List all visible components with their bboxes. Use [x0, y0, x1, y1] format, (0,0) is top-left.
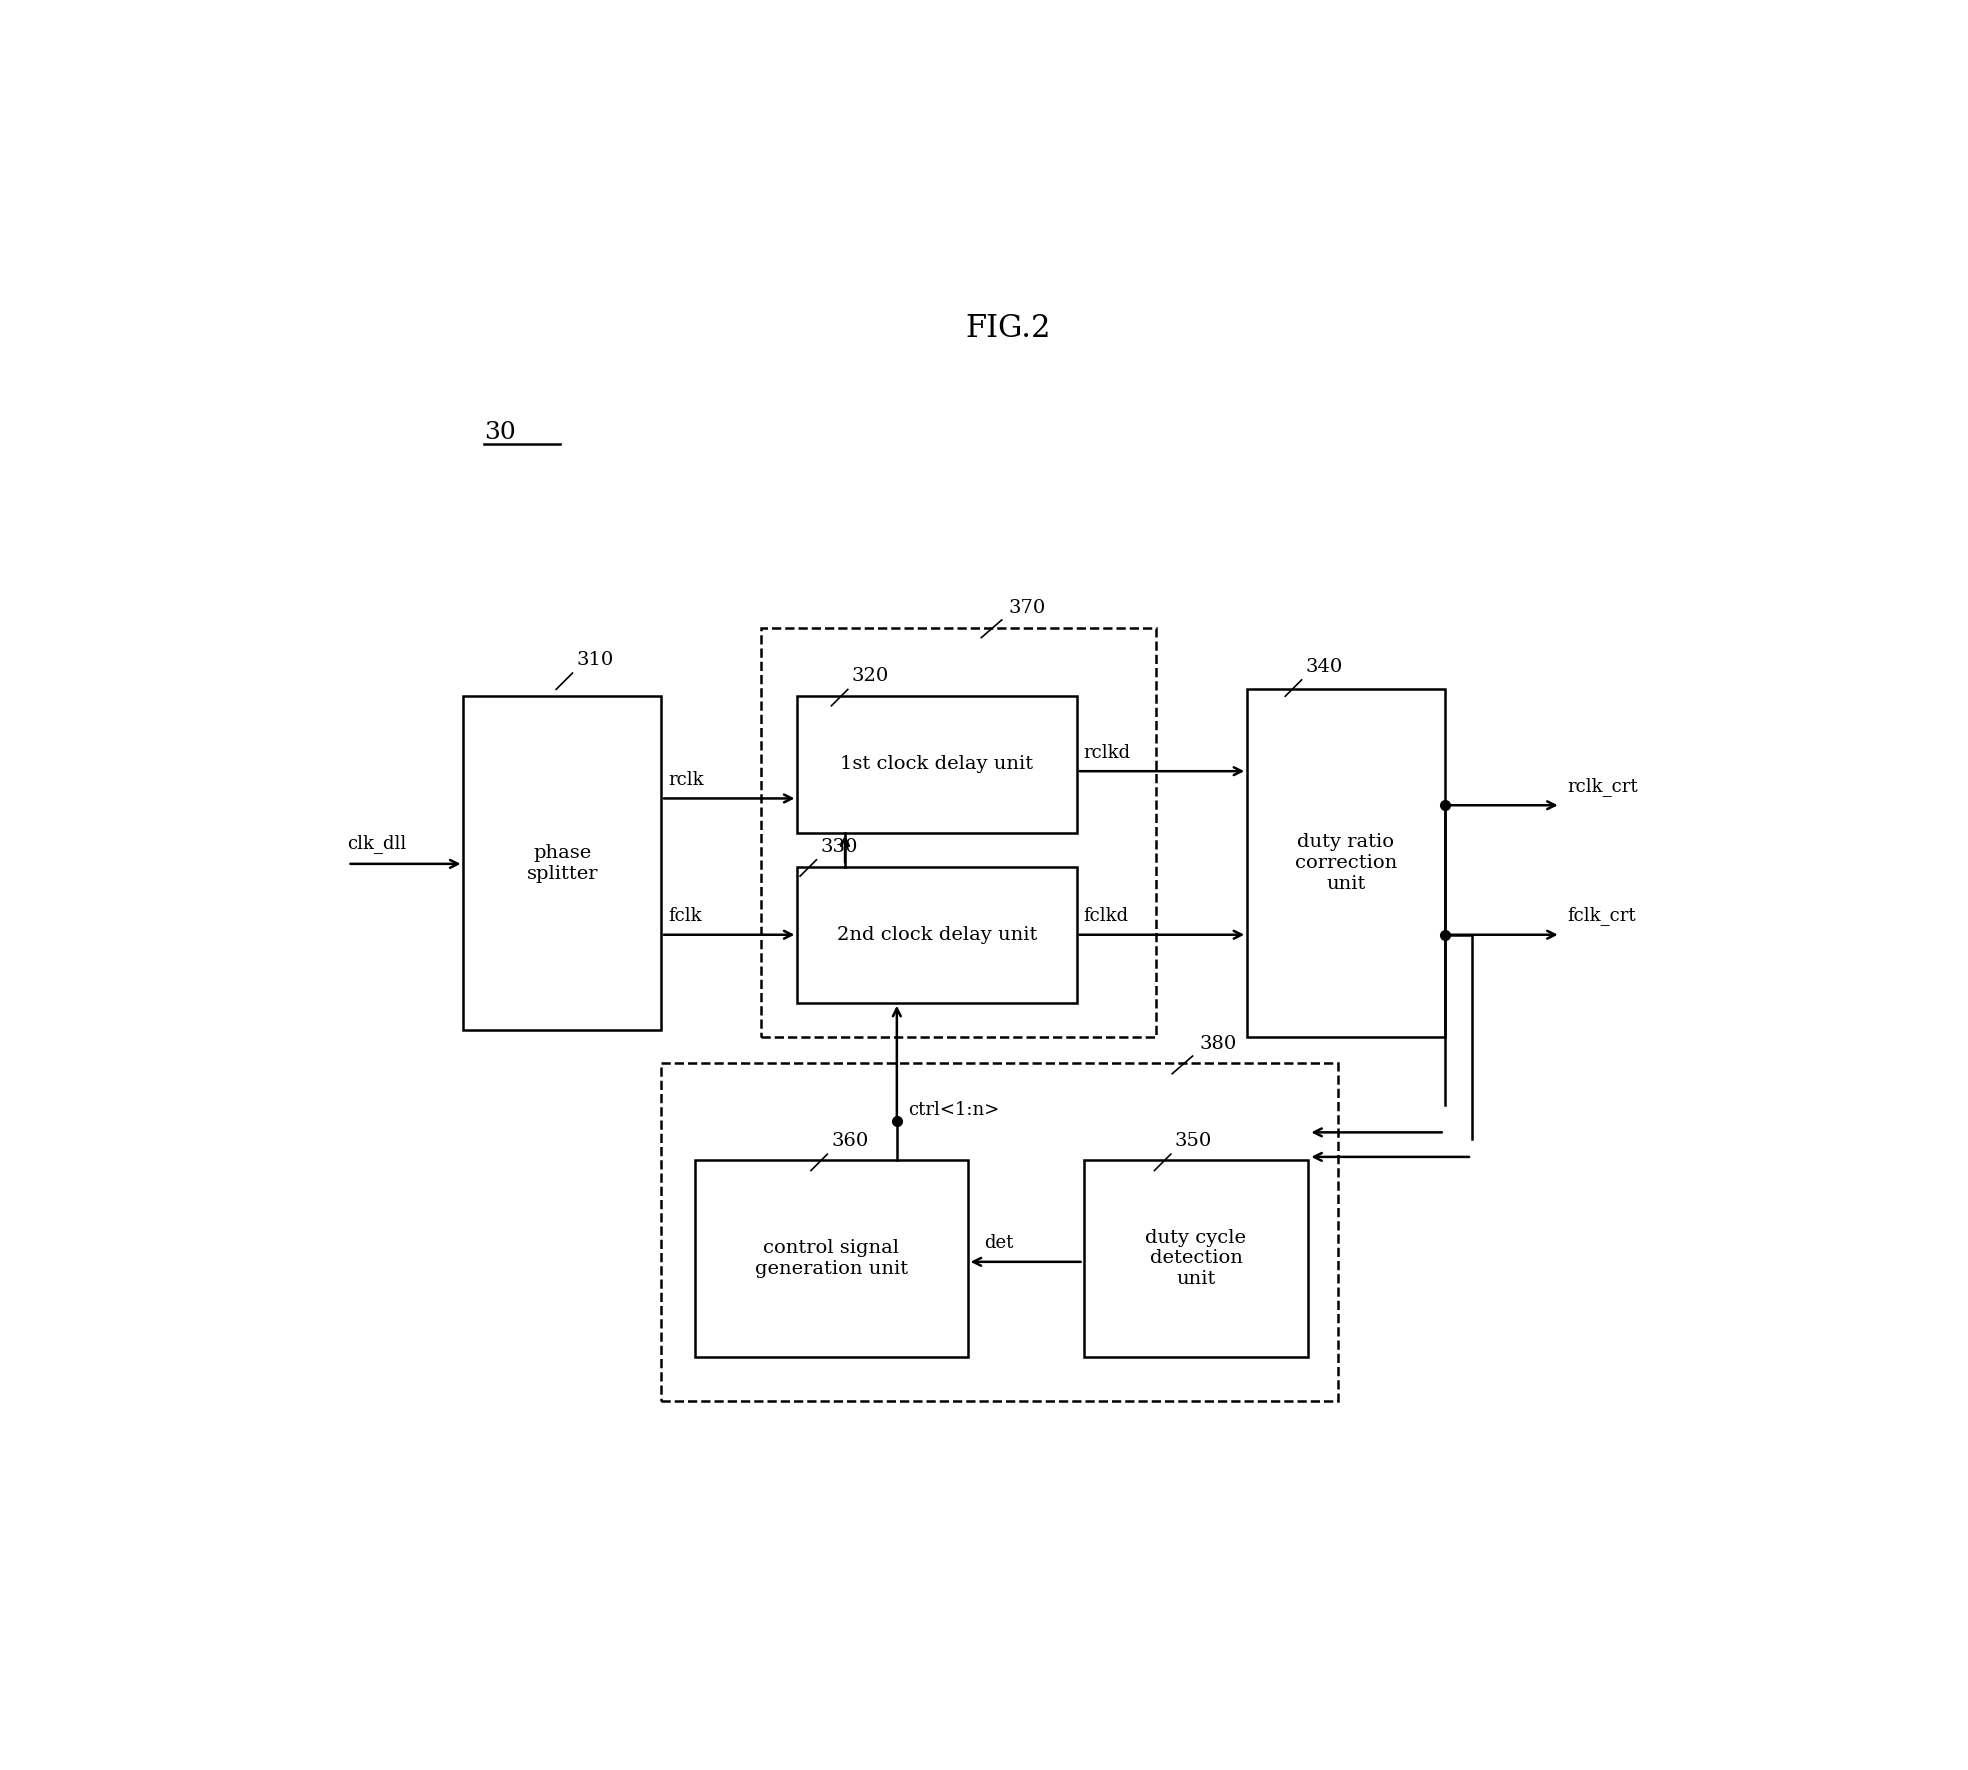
- Text: duty cycle
detection
unit: duty cycle detection unit: [1145, 1228, 1246, 1289]
- Text: 360: 360: [830, 1133, 868, 1150]
- Text: 320: 320: [852, 667, 890, 685]
- Text: 310: 310: [577, 651, 614, 669]
- Text: det: det: [984, 1234, 1014, 1253]
- Text: 350: 350: [1175, 1133, 1212, 1150]
- FancyBboxPatch shape: [462, 696, 661, 1030]
- Text: clk_dll: clk_dll: [348, 834, 407, 853]
- Text: 370: 370: [1010, 600, 1045, 618]
- FancyBboxPatch shape: [797, 867, 1076, 1004]
- Text: rclk_crt: rclk_crt: [1567, 777, 1637, 796]
- FancyBboxPatch shape: [1248, 689, 1445, 1037]
- Text: phase
splitter: phase splitter: [527, 844, 598, 883]
- Text: fclkd: fclkd: [1084, 908, 1130, 926]
- Text: 340: 340: [1305, 658, 1342, 676]
- Text: 30: 30: [484, 421, 516, 444]
- Text: rclk: rclk: [667, 772, 703, 789]
- Text: control signal
generation unit: control signal generation unit: [756, 1239, 907, 1278]
- Text: 330: 330: [821, 837, 858, 855]
- FancyBboxPatch shape: [797, 696, 1076, 832]
- Text: rclkd: rclkd: [1084, 743, 1132, 761]
- Text: 1st clock delay unit: 1st clock delay unit: [840, 756, 1033, 773]
- Text: 2nd clock delay unit: 2nd clock delay unit: [836, 926, 1037, 943]
- Text: fclk: fclk: [667, 908, 701, 926]
- Text: FIG.2: FIG.2: [966, 313, 1051, 343]
- Text: 380: 380: [1199, 1035, 1236, 1053]
- Text: ctrl<1:n>: ctrl<1:n>: [907, 1101, 1000, 1119]
- Text: fclk_crt: fclk_crt: [1567, 906, 1635, 926]
- FancyBboxPatch shape: [1084, 1159, 1309, 1358]
- Text: duty ratio
correction
unit: duty ratio correction unit: [1295, 834, 1397, 894]
- FancyBboxPatch shape: [695, 1159, 968, 1358]
